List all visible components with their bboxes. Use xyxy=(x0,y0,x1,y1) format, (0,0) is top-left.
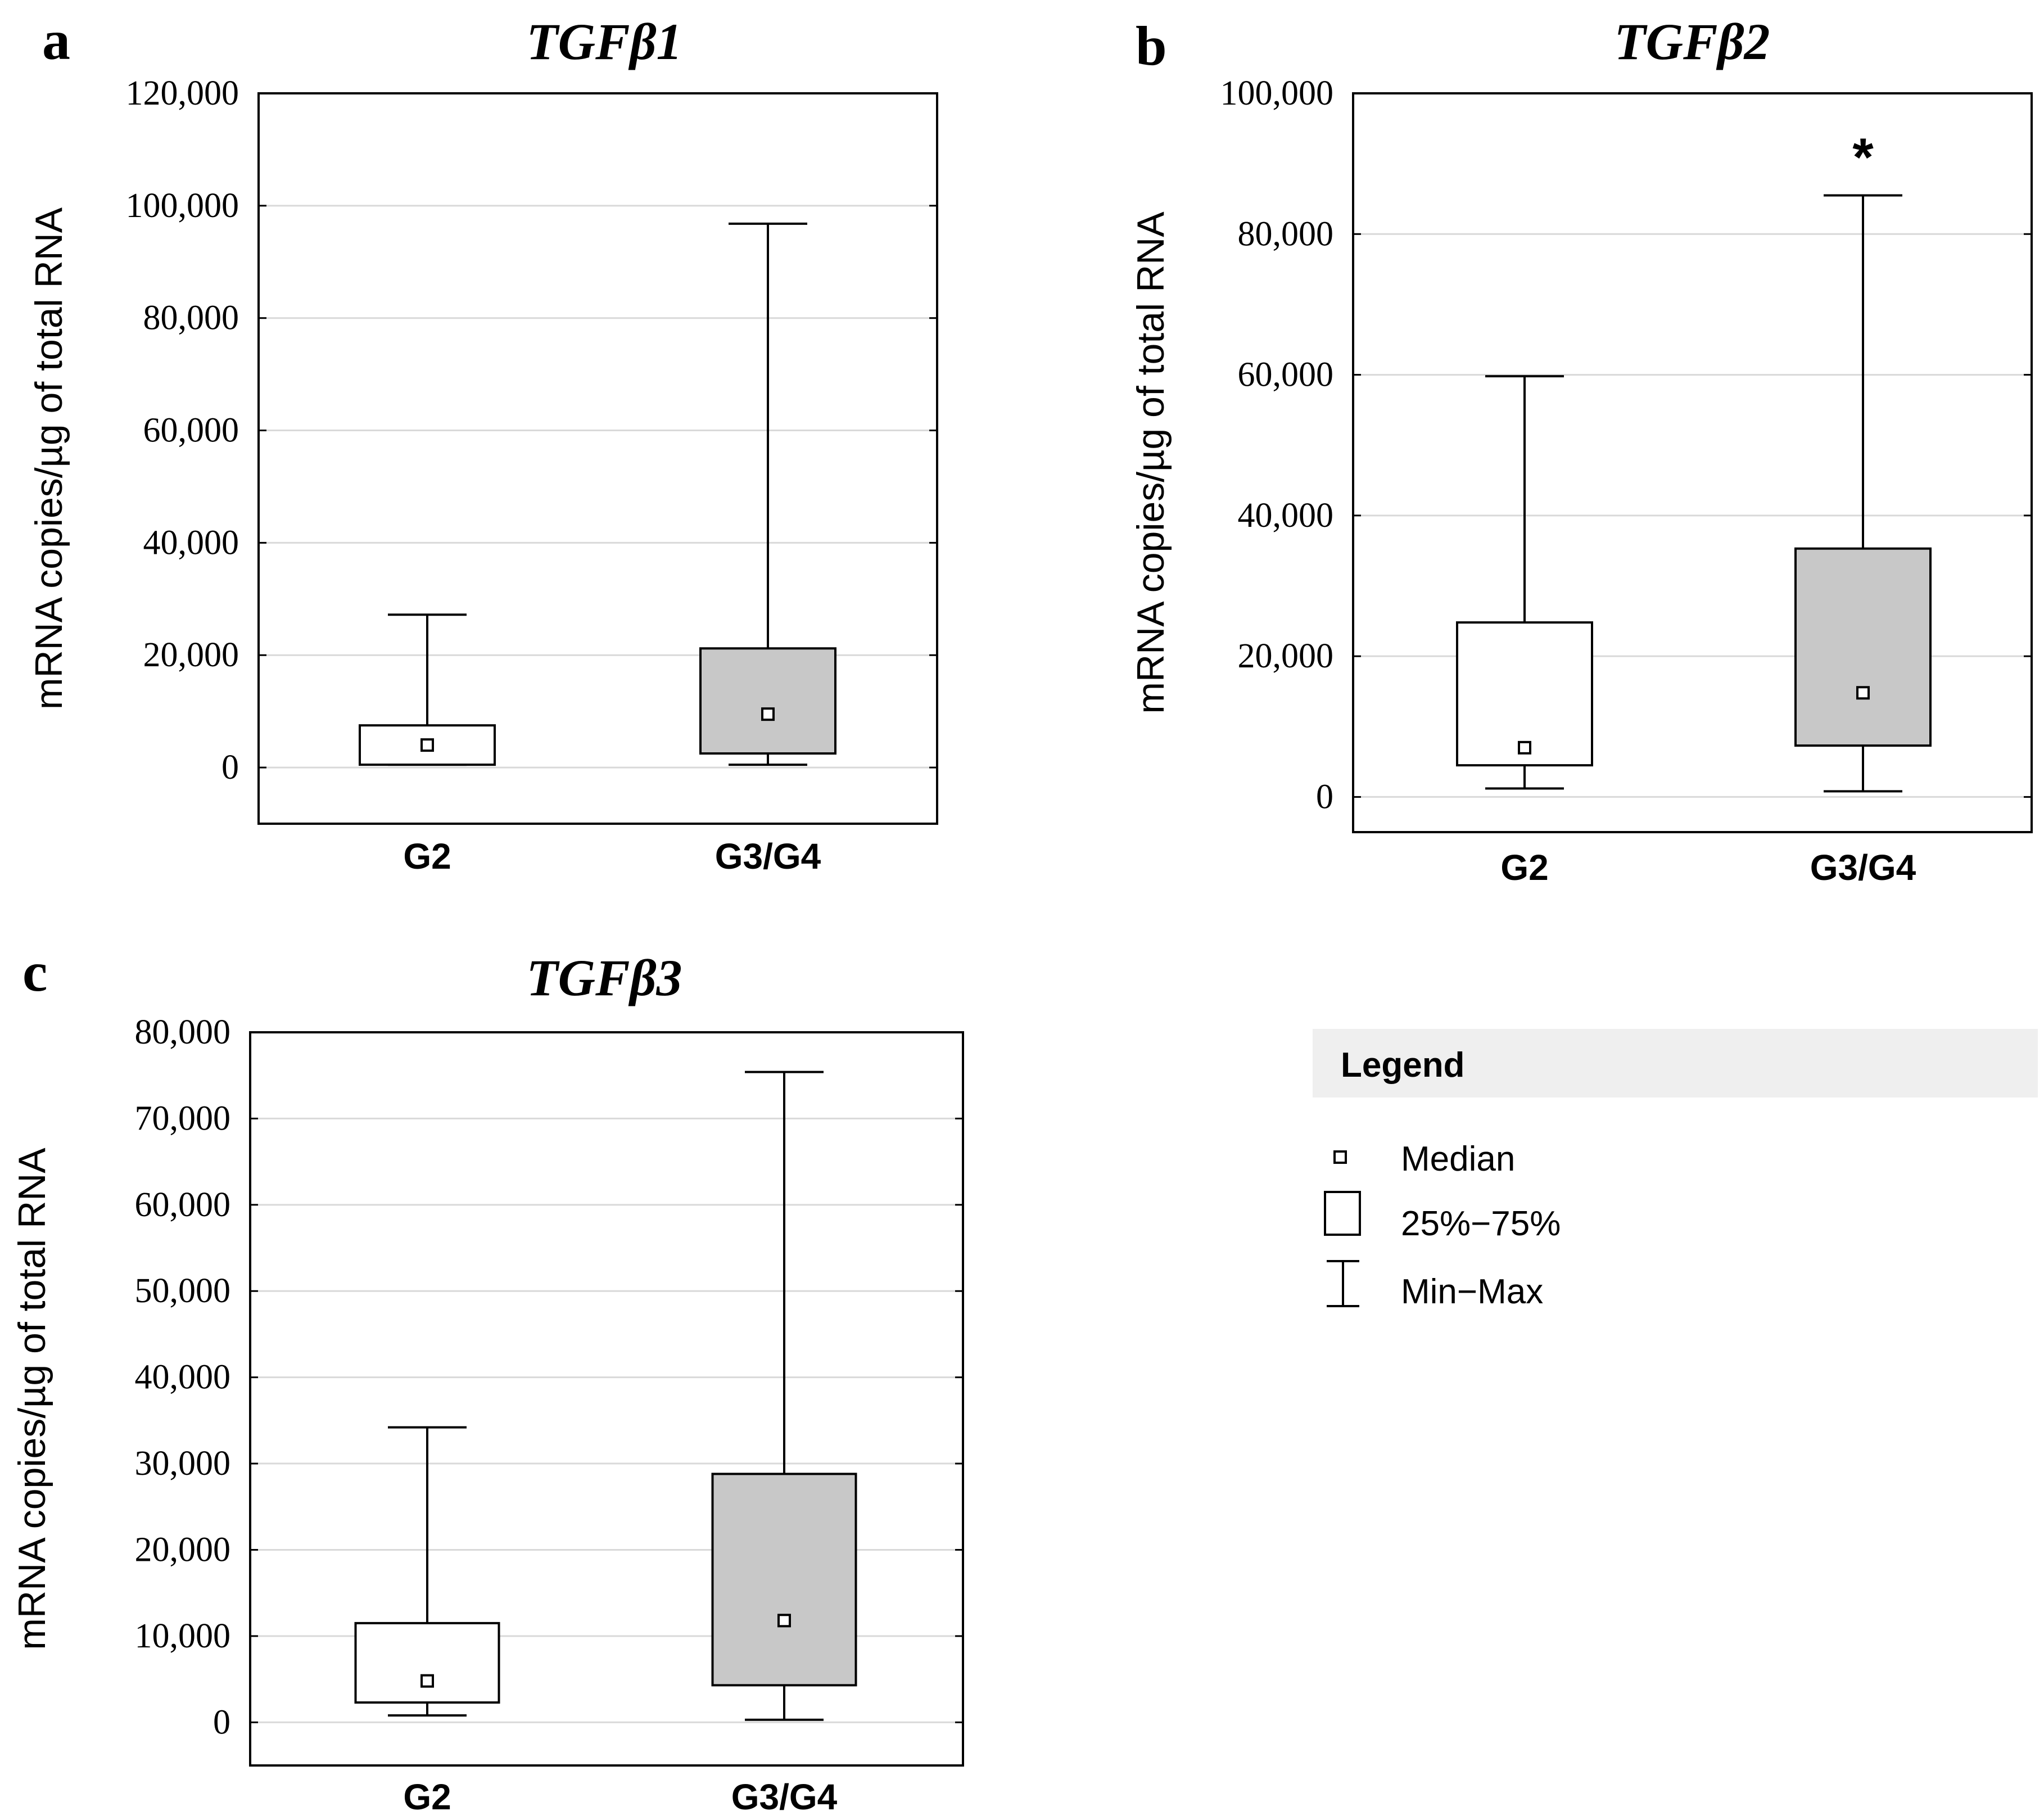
legend-median-label: Median xyxy=(1401,1140,1515,1178)
box-g2 xyxy=(359,613,496,766)
y-tick-label: 0 xyxy=(221,748,239,787)
x-tick-label: G3/G4 xyxy=(731,1777,838,1817)
median-marker xyxy=(420,1674,434,1688)
y-tick-label: 20,000 xyxy=(143,636,239,674)
y-axis-label: mRNA copies/µg of total RNA xyxy=(11,1148,53,1650)
panel-c: c TGFβ3 mRNA copies/µg of total RNA 0 10,000… xyxy=(11,941,964,1817)
panel-b: b TGFβ2 mRNA copies/µg of total RNA 0 20,000… xyxy=(1129,13,2033,888)
y-tick-label: 80,000 xyxy=(135,1013,231,1051)
y-tick-label: 40,000 xyxy=(1238,496,1334,535)
legend-title: Legend xyxy=(1341,1046,1464,1085)
chart-title: TGFβ3 xyxy=(526,949,682,1006)
box-g3-g4 xyxy=(1794,194,1932,793)
y-tick-label: 100,000 xyxy=(1220,74,1334,112)
y-tick-label: 60,000 xyxy=(135,1186,231,1224)
legend-whisker-label: Min−Max xyxy=(1401,1272,1543,1311)
x-tick-label: G2 xyxy=(1500,847,1548,888)
plot-frame xyxy=(1352,92,2033,833)
chart-title: TGFβ2 xyxy=(1614,13,1770,70)
panel-a: a TGFβ1 mRNA copies/µg of total RNA 0 20,000… xyxy=(28,9,938,877)
legend-box-symbol xyxy=(1324,1191,1361,1236)
panel-letter: c xyxy=(22,941,47,1003)
chart-title: TGFβ1 xyxy=(526,13,682,70)
panel-letter: b xyxy=(1136,15,1167,77)
y-tick-label: 0 xyxy=(1316,778,1333,816)
y-axis-label: mRNA copies/µg of total RNA xyxy=(28,207,70,710)
y-tick-label: 70,000 xyxy=(135,1099,231,1137)
y-tick-label: 20,000 xyxy=(135,1530,231,1569)
y-tick-label: 0 xyxy=(213,1703,230,1741)
y-tick-label: 20,000 xyxy=(1238,637,1334,675)
y-tick-label: 80,000 xyxy=(1238,215,1334,253)
legend-whisker-symbol xyxy=(1327,1260,1359,1307)
iqr-box xyxy=(711,1473,857,1687)
y-tick-label: 100,000 xyxy=(126,187,239,225)
iqr-box xyxy=(1794,547,1932,747)
y-tick-label: 30,000 xyxy=(135,1444,231,1483)
y-tick-label: 10,000 xyxy=(135,1617,231,1655)
median-marker xyxy=(777,1614,791,1628)
legend-median-symbol xyxy=(1333,1150,1347,1164)
plot-frame xyxy=(249,1031,964,1767)
panel-letter: a xyxy=(42,9,70,71)
box-g2 xyxy=(354,1426,500,1717)
x-tick-label: G3/G4 xyxy=(1810,847,1916,888)
box-g3-g4 xyxy=(711,1071,857,1721)
legend-box-label: 25%−75% xyxy=(1401,1204,1561,1243)
x-tick-label: G3/G4 xyxy=(715,836,821,877)
legend: Legend Median 25%−75% Min−Max xyxy=(1313,1029,2038,1311)
y-tick-label: 80,000 xyxy=(143,299,239,337)
plot-frame xyxy=(257,92,938,825)
y-tick-label: 40,000 xyxy=(143,523,239,562)
x-tick-label: G2 xyxy=(403,1777,451,1817)
legend-header-bg xyxy=(1313,1029,2038,1098)
y-tick-label: 120,000 xyxy=(126,74,239,112)
significance-star: * xyxy=(1852,127,1874,187)
y-tick-label: 60,000 xyxy=(1238,356,1334,394)
median-marker xyxy=(1856,686,1870,700)
iqr-box xyxy=(354,1622,500,1704)
y-tick-label: 40,000 xyxy=(135,1358,231,1397)
box-g2 xyxy=(1456,375,1593,790)
median-marker xyxy=(761,707,775,721)
y-tick-label: 60,000 xyxy=(143,412,239,450)
iqr-box xyxy=(699,647,836,755)
median-marker xyxy=(1518,740,1531,755)
y-axis-label: mRNA copies/µg of total RNA xyxy=(1129,211,1172,714)
median-marker xyxy=(420,738,434,752)
box-g3-g4 xyxy=(699,222,836,766)
y-tick-label: 50,000 xyxy=(135,1272,231,1310)
x-tick-label: G2 xyxy=(403,836,451,877)
